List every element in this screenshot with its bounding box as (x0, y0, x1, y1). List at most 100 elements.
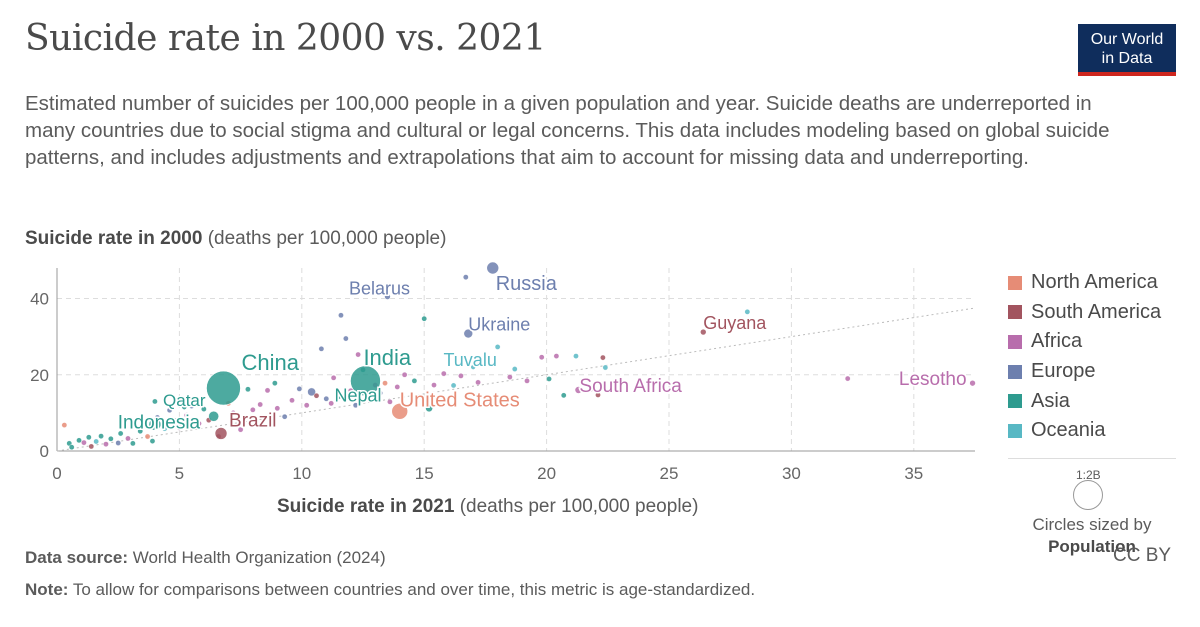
y-axis-label: Suicide rate in 2000 (deaths per 100,000… (25, 228, 446, 250)
data-point (250, 407, 256, 413)
data-point (166, 407, 173, 414)
data-point (303, 402, 310, 409)
legend-item-north-america[interactable]: North America (1008, 268, 1161, 298)
data-point-lesotho (969, 379, 976, 387)
legend-item-asia[interactable]: Asia (1008, 386, 1161, 416)
data-point (507, 374, 513, 380)
data-point (511, 366, 518, 372)
size-legend-divider (1008, 458, 1176, 459)
data-point (387, 399, 393, 405)
data-point (245, 386, 251, 393)
data-point (343, 335, 349, 342)
legend-item-oceania[interactable]: Oceania (1008, 416, 1161, 446)
legend-swatch (1008, 364, 1022, 379)
data-point (81, 439, 87, 446)
owid-logo[interactable]: Our World in Data (1078, 24, 1176, 76)
data-point (196, 420, 202, 427)
data-point (183, 412, 190, 418)
data-point (524, 378, 530, 384)
data-point-brazil (214, 427, 228, 440)
legend-swatch (1008, 394, 1022, 409)
legend-item-europe[interactable]: Europe (1008, 357, 1161, 387)
data-point (161, 425, 168, 432)
logo-line-2: in Data (1101, 50, 1153, 67)
data-point (355, 351, 361, 358)
data-point (274, 405, 281, 412)
data-point (257, 401, 263, 408)
data-point-belarus (384, 293, 391, 300)
data-point (394, 384, 401, 390)
data-point (318, 346, 325, 352)
data-point (130, 440, 136, 447)
data-point (463, 274, 469, 280)
x-tick-label: 35 (904, 464, 923, 483)
data-point (425, 404, 433, 412)
data-point (68, 444, 75, 450)
label-russia: Russia (496, 273, 558, 295)
chart-title: Suicide rate in 2000 vs. 2021 (25, 18, 546, 59)
label-india: India (363, 345, 411, 370)
x-axis-label: Suicide rate in 2021 (deaths per 100,000… (277, 496, 698, 518)
legend-swatch (1008, 334, 1022, 349)
data-point (330, 374, 337, 381)
size-legend-metric[interactable]: Population (1048, 537, 1136, 557)
data-point (450, 382, 457, 389)
data-point (553, 353, 560, 359)
label-lesotho: Lesotho (899, 369, 967, 390)
data-source-value[interactable]: World Health Organization (2024) (127, 548, 386, 567)
legend-label: Oceania (1031, 419, 1106, 442)
data-point (602, 364, 609, 371)
label-tuvalu: Tuvalu (443, 350, 496, 370)
data-point-indonesia (148, 418, 162, 431)
label-brazil: Brazil (229, 410, 277, 431)
data-point (152, 398, 158, 405)
data-point (844, 375, 851, 382)
data-point-ukraine (463, 328, 474, 339)
data-point (61, 422, 68, 428)
x-tick-label: 15 (415, 464, 434, 483)
data-point-south-africa (574, 386, 583, 394)
legend-item-south-america[interactable]: South America (1008, 298, 1161, 328)
data-point (458, 373, 464, 379)
legend-label: North America (1031, 271, 1158, 294)
data-point (88, 443, 95, 450)
data-point (76, 437, 82, 444)
label-nepal: Nepal (335, 386, 382, 406)
chart-note-label: Note: (25, 580, 69, 599)
data-point (117, 430, 124, 437)
scatter-plot[interactable]: 0 20 40 0 5 10 15 20 25 30 35 Russia Belarus Ukraine G… (0, 0, 1000, 530)
license-link[interactable]: CC BY (1113, 545, 1172, 566)
x-tick-label: 25 (660, 464, 679, 483)
data-point (411, 378, 418, 384)
data-point (115, 440, 121, 446)
data-point (171, 417, 178, 424)
legend: North America South America Africa Europ… (1008, 268, 1161, 446)
data-point (125, 435, 131, 442)
x-axis-label-unit: (deaths per 100,000 people) (454, 496, 699, 517)
data-point (103, 441, 109, 447)
y-tick-label: 40 (30, 290, 49, 309)
data-point (587, 386, 594, 393)
legend-label: Africa (1031, 330, 1083, 353)
data-point (296, 386, 303, 392)
x-axis-label-bold: Suicide rate in 2021 (277, 496, 455, 517)
data-point (401, 371, 408, 378)
data-point (149, 438, 156, 444)
y-axis-label-bold: Suicide rate in 2000 (25, 228, 203, 249)
data-point (272, 380, 278, 386)
data-point (538, 354, 545, 361)
data-point (313, 392, 320, 399)
legend-swatch (1008, 275, 1022, 290)
x-tick-label: 20 (537, 464, 556, 483)
data-point (137, 428, 144, 434)
x-tick-label: 0 (52, 464, 61, 483)
label-china: China (241, 350, 299, 375)
data-source-label: Data source: (25, 548, 128, 567)
legend-label: Asia (1031, 389, 1070, 412)
data-point (573, 353, 579, 359)
data-point (289, 397, 295, 404)
legend-item-africa[interactable]: Africa (1008, 327, 1161, 357)
y-tick-label: 0 (40, 442, 49, 461)
data-point (201, 406, 207, 412)
size-legend-text: Circles sized by Population (1008, 514, 1176, 558)
